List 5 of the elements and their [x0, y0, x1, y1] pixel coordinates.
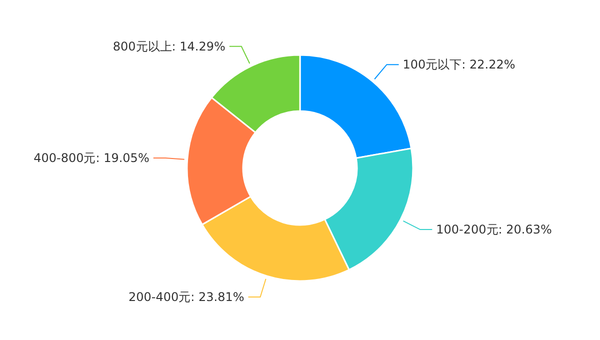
slice-label: 200-400元: 23.81% — [128, 290, 244, 304]
slice-label: 400-800元: 19.05% — [34, 150, 150, 165]
slice-label: 800元以上: 14.29% — [112, 39, 226, 54]
slice-label: 100元以下: 22.22% — [402, 58, 516, 72]
slice-label: 100-200元: 20.63% — [436, 222, 552, 237]
